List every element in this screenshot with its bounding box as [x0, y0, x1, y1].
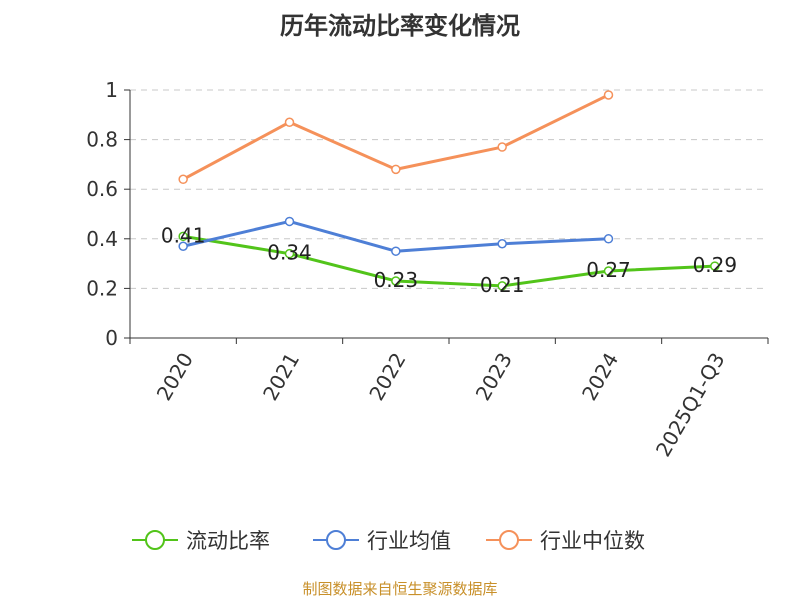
legend-swatch-marker	[326, 530, 346, 550]
data-label: 0.27	[586, 258, 631, 282]
data-point	[178, 231, 188, 242]
data-point	[497, 281, 507, 291]
data-labels: 0.41 0.34 0.23 0.21 0.27 0.29	[161, 223, 737, 297]
data-point	[284, 248, 295, 259]
data-point	[603, 90, 614, 100]
x-tick-label: 2020	[152, 349, 198, 405]
data-point	[710, 261, 720, 271]
data-point	[603, 266, 614, 276]
x-tick-label: 2023	[471, 348, 517, 404]
y-tick-label: 1	[105, 78, 118, 102]
x-tick-label: 2025Q1-Q3	[651, 349, 730, 461]
series-line	[182, 234, 715, 288]
legend-label: 行业均值	[367, 529, 451, 553]
x-tick-label: 2022	[364, 349, 410, 405]
data-point	[178, 174, 188, 185]
series-lines	[178, 90, 720, 291]
data-point	[178, 241, 188, 251]
y-tick-label: 0.8	[86, 128, 118, 152]
data-point	[603, 234, 614, 244]
y-tick-label: 0.6	[86, 177, 118, 201]
grid-lines	[130, 89, 768, 289]
data-point	[391, 276, 401, 286]
legend: 流动比率 行业均值 行业中位数	[132, 529, 645, 553]
data-label: 0.23	[374, 268, 419, 292]
data-point	[284, 117, 295, 127]
legend-label: 流动比率	[186, 529, 270, 553]
data-point	[497, 239, 507, 249]
data-label: 0.21	[480, 273, 525, 297]
data-point	[284, 216, 295, 227]
y-tick-label: 0.2	[86, 276, 118, 300]
y-tick-label: 0.4	[86, 227, 118, 251]
data-label: 0.29	[693, 253, 738, 277]
legend-swatch-marker	[499, 530, 519, 550]
x-tick-label: 2021	[258, 349, 304, 405]
data-label: 0.41	[161, 223, 206, 247]
legend-swatch-marker	[145, 530, 165, 550]
data-point	[391, 246, 401, 256]
legend-label: 行业中位数	[540, 529, 645, 553]
axes: 0 0.2 0.4 0.6 0.8 1 2020 2021 2022 2023 2024 2025Q1…	[86, 78, 769, 461]
data-point	[391, 164, 401, 175]
chart-title: 历年流动比率变化情况	[280, 12, 520, 40]
source-note: 制图数据来自恒生聚源数据库	[302, 580, 498, 598]
y-tick-label: 0	[105, 326, 118, 350]
data-point	[497, 142, 507, 152]
x-tick-label: 2024	[577, 349, 623, 405]
data-label: 0.34	[267, 241, 312, 265]
